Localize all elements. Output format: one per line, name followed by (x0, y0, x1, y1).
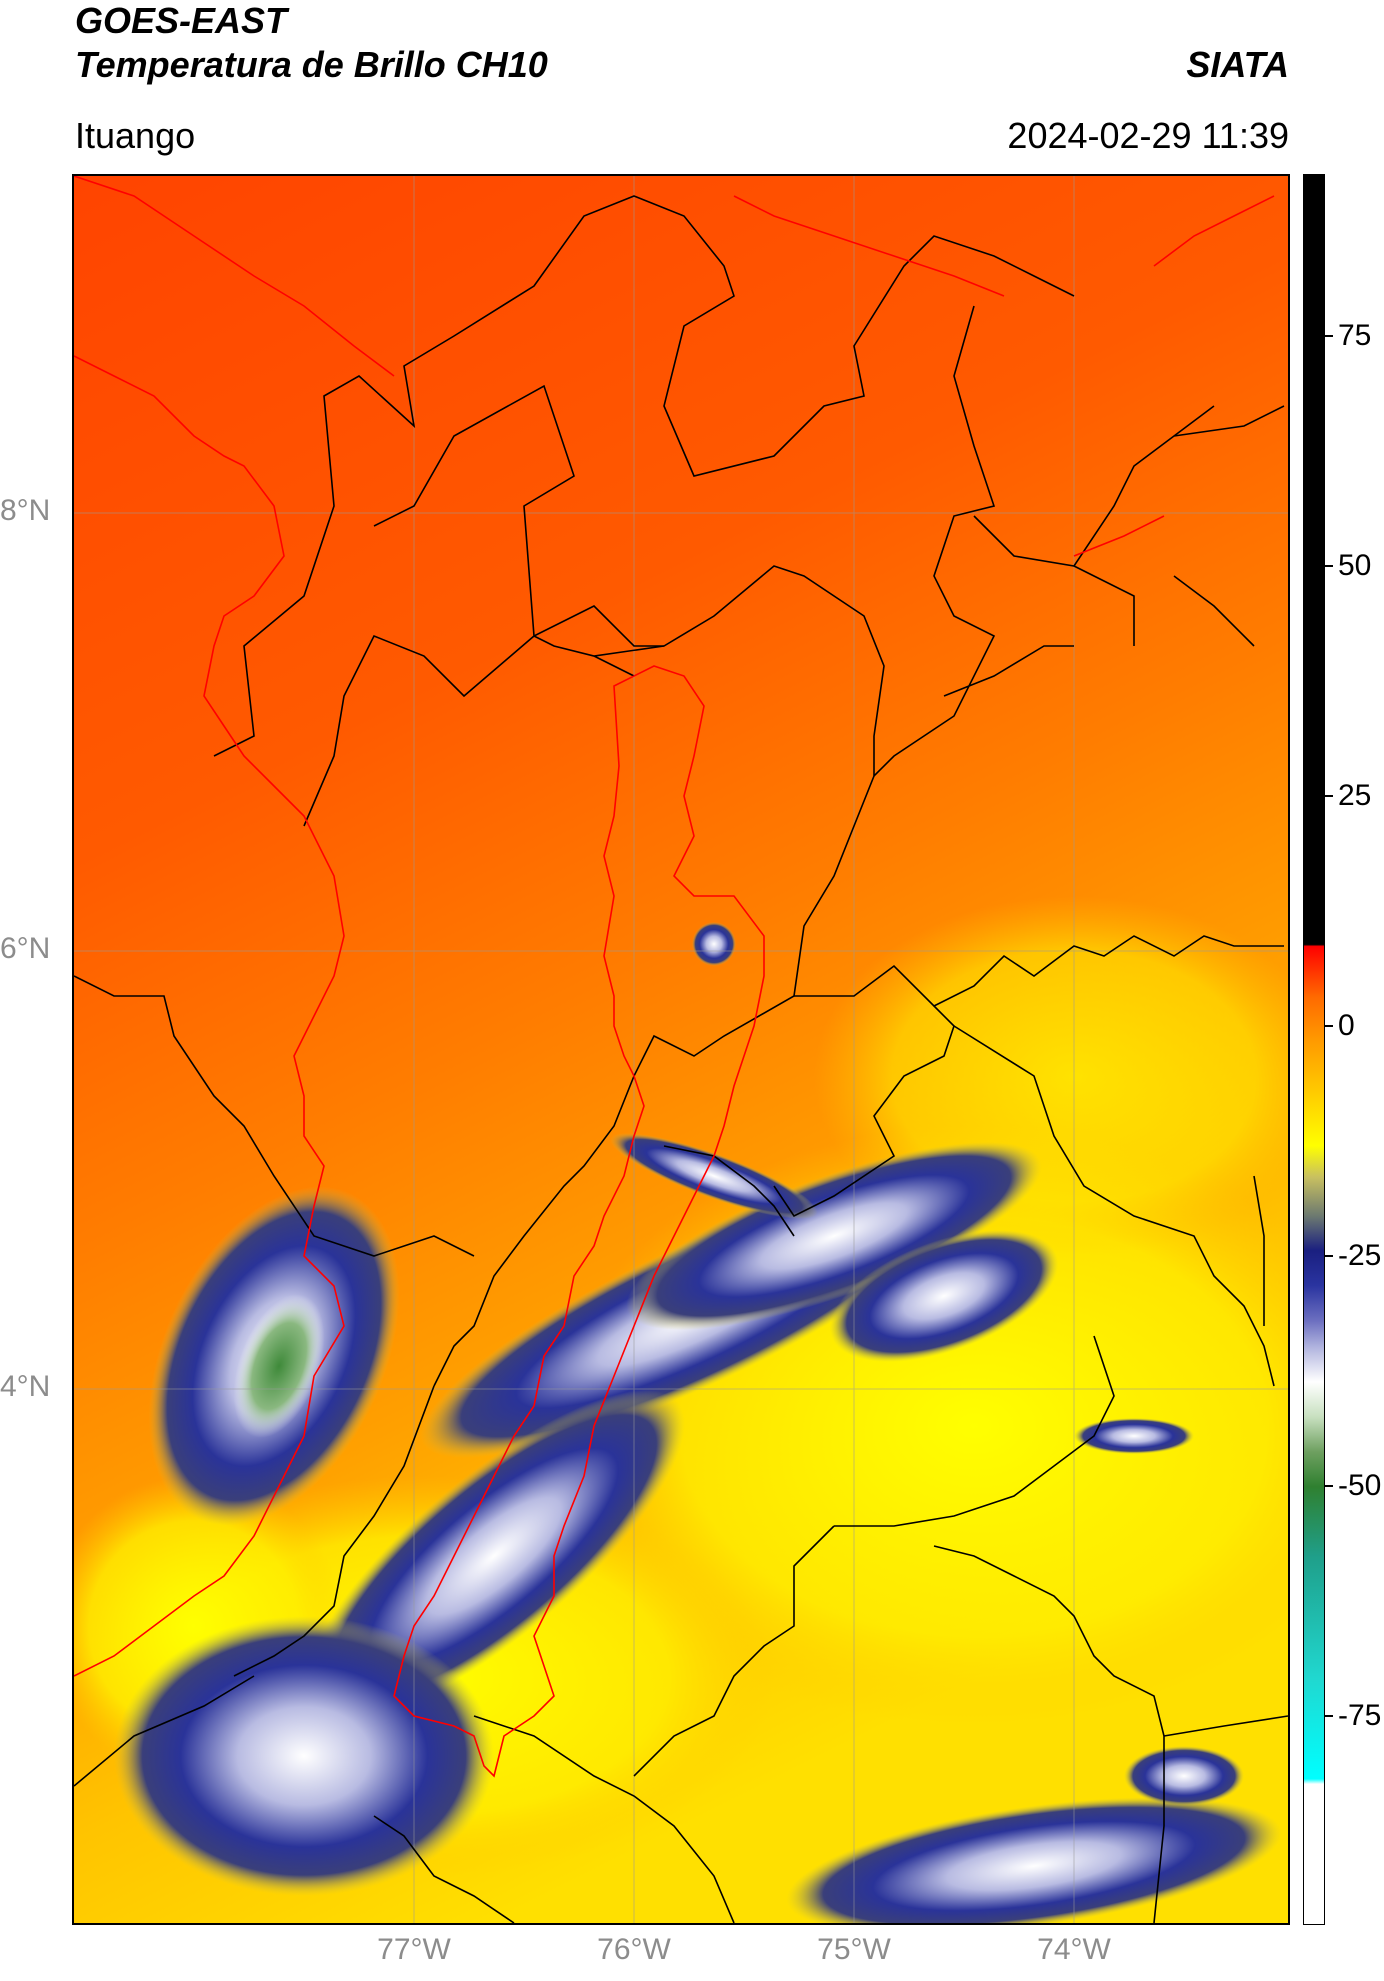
title-product: Temperatura de Brillo CH10 (75, 44, 548, 85)
colorbar-tick (1325, 1485, 1333, 1487)
lat-label-8n: 8°N (0, 494, 51, 527)
colorbar-label-neg25: -25 (1338, 1239, 1382, 1272)
colorbar-label-neg75: -75 (1338, 1699, 1382, 1732)
colorbar-tick (1325, 1715, 1333, 1717)
colorbar-tick (1325, 795, 1333, 797)
watershed-outline (74, 176, 1275, 1778)
region-label: Ituango (75, 115, 196, 156)
map-panel[interactable] (72, 174, 1290, 1925)
colorbar-label-neg50: -50 (1338, 1469, 1382, 1502)
gridlines (74, 176, 1288, 1923)
colorbar-tick (1325, 335, 1333, 337)
colorbar (1303, 174, 1325, 1925)
brightness-temperature-map (74, 176, 1288, 1923)
lon-label-77w: 77°W (377, 1933, 451, 1966)
colorbar-label-50: 50 (1338, 549, 1372, 582)
timestamp-label: 2024-02-29 11:39 (1007, 115, 1289, 156)
colorbar-tick (1325, 1025, 1333, 1027)
lon-label-74w: 74°W (1037, 1933, 1111, 1966)
colorbar-label-25: 25 (1338, 779, 1372, 812)
lon-label-76w: 76°W (597, 1933, 671, 1966)
colorbar-label-75: 75 (1338, 319, 1372, 352)
title-satellite: GOES-EAST (75, 0, 288, 41)
organization-label: SIATA (1186, 44, 1289, 85)
lat-label-6n: 6°N (0, 932, 51, 965)
department-boundaries (74, 195, 1288, 1923)
colorbar-label-0: 0 (1338, 1009, 1355, 1042)
cold-cloud-tops (114, 922, 1282, 1923)
colorbar-tick (1325, 565, 1333, 567)
lon-label-75w: 75°W (817, 1933, 891, 1966)
lat-label-4n: 4°N (0, 1370, 51, 1403)
colorbar-tick (1325, 1255, 1333, 1257)
